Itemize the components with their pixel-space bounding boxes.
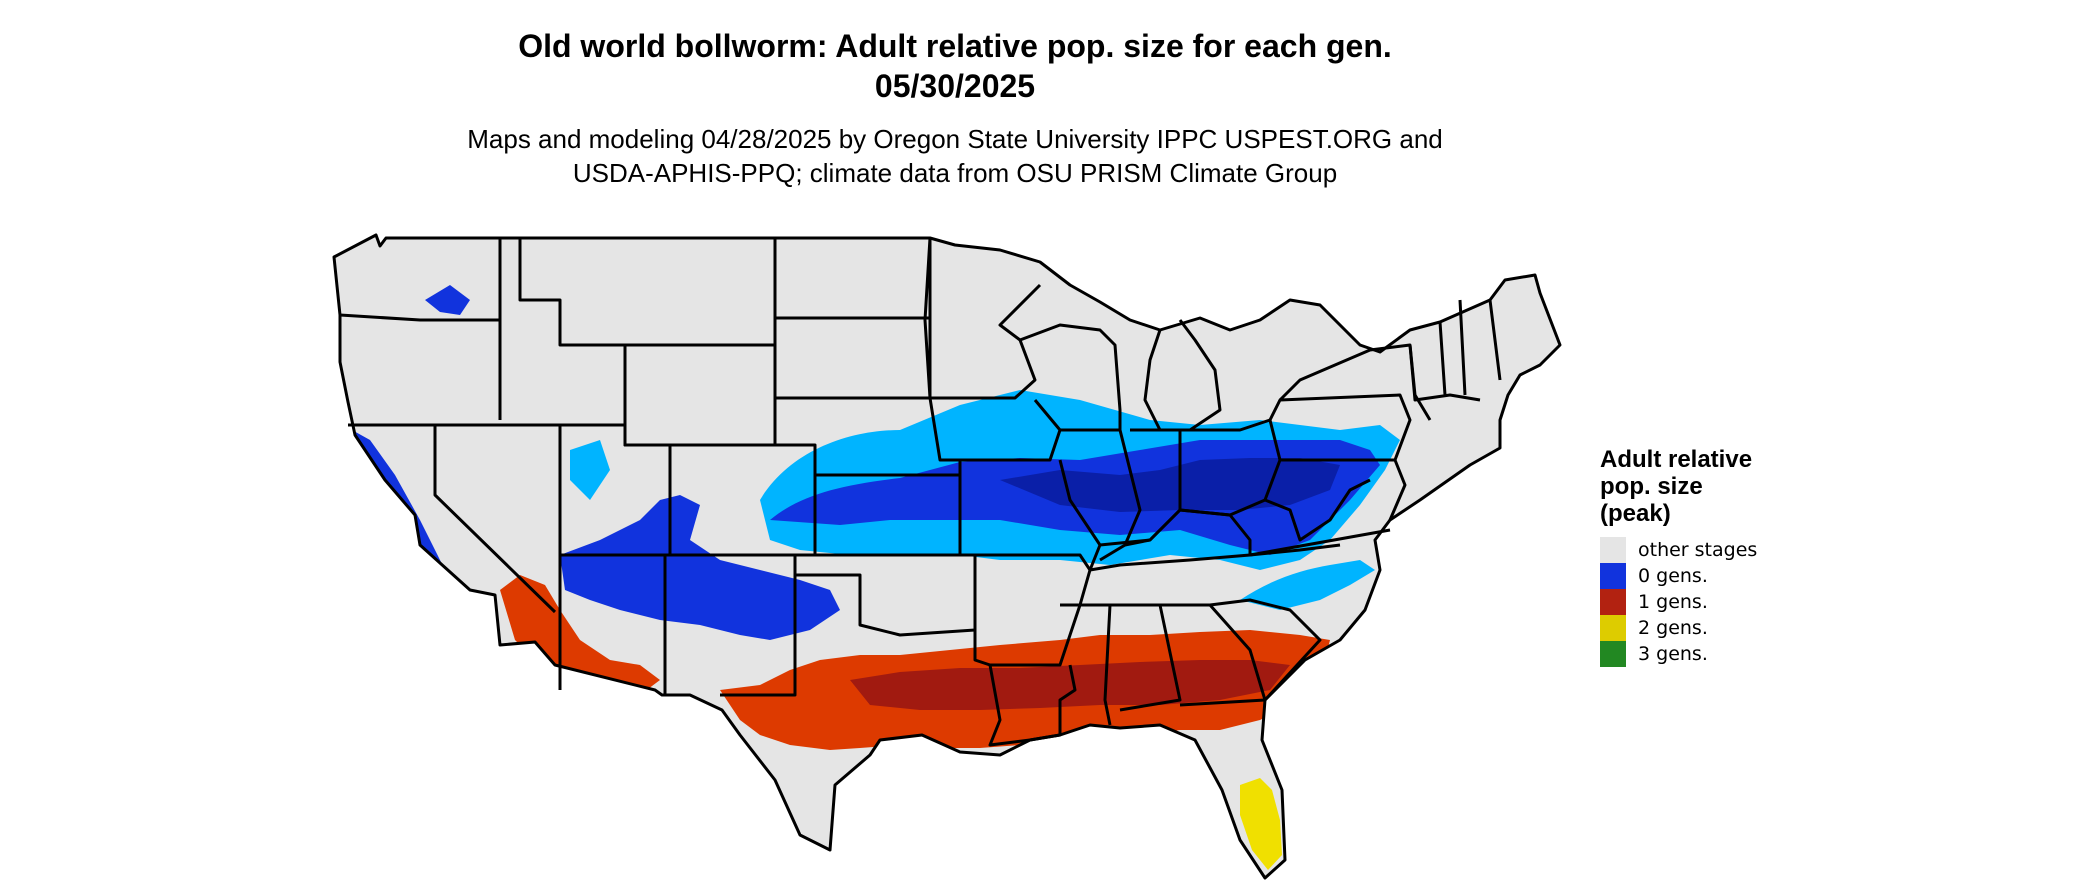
border-tx	[720, 575, 797, 697]
legend-items: other stages 0 gens. 1 gens. 2 gens. 3 g…	[1600, 537, 1840, 667]
zone-0gen-utah	[570, 440, 610, 500]
map-title: Old world bollworm: Adult relative pop. …	[0, 26, 1910, 106]
border-ia	[928, 397, 1062, 462]
legend-label: other stages	[1638, 539, 1758, 561]
legend-swatch	[1600, 589, 1626, 615]
legend-swatch	[1600, 537, 1626, 563]
legend-item-1-gens: 1 gens.	[1600, 589, 1840, 615]
border-ar	[973, 555, 1092, 667]
legend-title-line-2: pop. size	[1600, 473, 1703, 500]
zone-0gen-dark	[1000, 458, 1340, 512]
border-dakotas	[773, 237, 932, 400]
zone-0gen-northwest	[425, 285, 470, 315]
border-ga	[1160, 603, 1267, 707]
subtitle-line-1: Maps and modeling 04/28/2025 by Oregon S…	[467, 124, 1443, 154]
legend-swatch	[1600, 615, 1626, 641]
title-line-1: Old world bollworm: Adult relative pop. …	[518, 28, 1392, 64]
legend-title: Adult relative pop. size (peak)	[1600, 446, 1840, 527]
border-id-mt	[518, 238, 625, 347]
border-la	[988, 664, 1077, 747]
border-il	[1060, 428, 1142, 562]
legend-label: 1 gens.	[1638, 591, 1708, 613]
map-subtitle: Maps and modeling 04/28/2025 by Oregon S…	[0, 122, 1910, 190]
border-va-wv	[1264, 478, 1371, 542]
legend-title-line-1: Adult relative	[1600, 446, 1753, 473]
subtitle-line-2: USDA-APHIS-PPQ; climate data from OSU PR…	[572, 158, 1338, 188]
border-md-de	[1350, 458, 1407, 521]
title-line-2: 05/30/2025	[874, 68, 1036, 104]
border-mi	[1143, 319, 1222, 432]
legend-item-other-stages: other stages	[1600, 537, 1840, 563]
zone-0gen-southwest	[560, 495, 840, 640]
zone-0gen-light-east	[1240, 560, 1375, 610]
legend-item-3-gens: 3 gens.	[1600, 641, 1840, 667]
legend-swatch	[1600, 641, 1626, 667]
border-ms-al	[1060, 603, 1182, 726]
legend-item-2-gens: 2 gens.	[1600, 615, 1840, 641]
border-sc	[1209, 598, 1322, 702]
legend-label: 3 gens.	[1638, 643, 1708, 665]
legend-swatch	[1600, 563, 1626, 589]
border-nc-va	[1249, 528, 1391, 557]
zone-2gen-florida	[1240, 778, 1282, 870]
zone-2gen-texas	[855, 772, 915, 850]
legend-label: 0 gens.	[1638, 565, 1708, 587]
border-ky-tn	[1089, 543, 1341, 572]
us-map	[332, 233, 1562, 880]
border-ca-nv	[433, 425, 557, 614]
border-co-ks	[775, 443, 817, 555]
land-outline	[332, 233, 1562, 880]
border-new-england	[1408, 299, 1502, 402]
border-ut	[435, 423, 672, 555]
legend-item-0-gens: 0 gens.	[1600, 563, 1840, 589]
legend-title-line-3: (peak)	[1600, 500, 1671, 527]
border-mo	[958, 459, 1102, 572]
map-legend: Adult relative pop. size (peak) other st…	[1600, 446, 1840, 667]
border-wa-or	[339, 313, 500, 322]
state-borders	[332, 233, 1562, 880]
border-ky	[1099, 508, 1252, 555]
legend-label: 2 gens.	[1638, 617, 1708, 639]
